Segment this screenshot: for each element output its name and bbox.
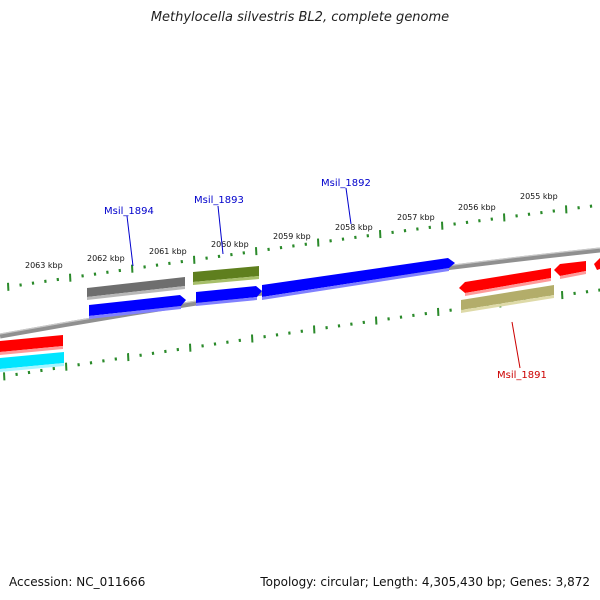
ruler-label: 2061 kbp — [149, 247, 187, 256]
gene-label-msil-1893[interactable]: Msil_1893 — [194, 195, 244, 206]
gene-block-olive[interactable] — [193, 266, 259, 282]
msil-1892-connector — [345, 187, 352, 225]
msil-1891-connector — [511, 321, 521, 369]
gene-block-gray[interactable] — [87, 277, 185, 297]
msil-1894-connector — [126, 215, 134, 267]
ruler-label: 2060 kbp — [211, 240, 249, 249]
gene-label-msil-1894[interactable]: Msil_1894 — [104, 206, 154, 217]
gene-arrow-red-edge[interactable] — [594, 258, 600, 270]
gene-arrow-msil-1892[interactable] — [262, 258, 455, 297]
gene-arrow-msil-1891[interactable] — [459, 268, 551, 293]
gene-arrow-msil-1893[interactable] — [196, 286, 262, 303]
msil-1893-connector — [217, 205, 224, 255]
genome-summary: Topology: circular; Length: 4,305,430 bp… — [260, 575, 590, 589]
ruler-label: 2062 kbp — [87, 254, 125, 263]
gene-block-red-left[interactable] — [0, 335, 63, 352]
ruler-label: 2058 kbp — [335, 223, 373, 232]
ruler-label: 2057 kbp — [397, 213, 435, 222]
gene-label-msil-1892[interactable]: Msil_1892 — [321, 178, 371, 189]
gene-label-msil-1891[interactable]: Msil_1891 — [497, 370, 547, 381]
ruler-label: 2056 kbp — [458, 203, 496, 212]
gene-arrow-msil-1894[interactable] — [89, 295, 186, 316]
outer-ruler-ticks — [7, 204, 593, 291]
ruler-label: 2063 kbp — [25, 261, 63, 270]
gene-block-cyan-left[interactable] — [0, 352, 64, 369]
genome-title: Methylocella silvestris BL2, complete ge… — [150, 10, 450, 25]
ruler-labels: 2063 kbp 2062 kbp 2061 kbp 2060 kbp 2059… — [25, 192, 558, 270]
gene-arrow-red-right[interactable] — [554, 261, 586, 276]
ruler-label: 2055 kbp — [520, 192, 558, 201]
accession-label: Accession: NC_011666 — [9, 575, 146, 589]
gene-block-khaki[interactable] — [461, 285, 554, 310]
ruler-label: 2059 kbp — [273, 232, 311, 241]
